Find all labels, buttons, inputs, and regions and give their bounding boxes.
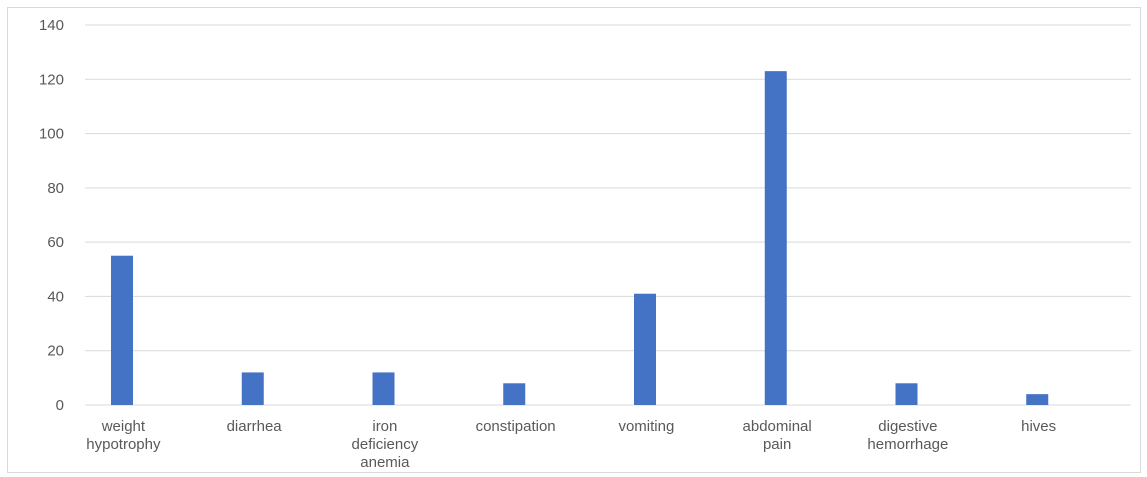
y-tick-label: 60 (47, 234, 64, 251)
y-tick-label: 120 (39, 71, 64, 88)
y-tick-label: 0 (56, 397, 64, 414)
y-tick-label: 40 (47, 288, 64, 305)
x-category-label: vomiting (618, 418, 674, 435)
bars (111, 71, 1049, 406)
x-axis: weight hypotrophy diarrhea iron deficiency an… (86, 418, 1056, 471)
bar (1026, 394, 1049, 405)
y-axis: 0 20 40 60 80 100 120 140 (39, 17, 64, 414)
x-category-label-line: weight (101, 418, 146, 435)
x-category-label: iron deficiency anemia (352, 418, 419, 471)
x-category-label: abdominal pain (743, 418, 812, 453)
y-tick-label: 80 (47, 180, 64, 197)
x-category-label-line: pain (763, 436, 791, 453)
bar (895, 383, 918, 405)
bar (241, 372, 264, 405)
y-tick-label: 100 (39, 126, 64, 143)
x-category-label-line: hives (1021, 418, 1056, 435)
x-category-label-line: constipation (476, 418, 556, 435)
y-tick-label: 20 (47, 343, 64, 360)
x-category-label-line: vomiting (618, 418, 674, 435)
x-category-label: digestive hemorrhage (867, 418, 948, 453)
x-category-label-line: abdominal (743, 418, 812, 435)
x-category-label: hives (1021, 418, 1056, 435)
bar (634, 293, 656, 405)
x-category-label-line: iron (372, 418, 397, 435)
bar (764, 71, 787, 406)
x-category-label: constipation (476, 418, 556, 435)
x-category-label-line: digestive (878, 418, 937, 435)
gridlines (85, 24, 1131, 406)
chart-frame (7, 7, 1141, 473)
x-category-label-line: hemorrhage (867, 436, 948, 453)
x-category-label: diarrhea (227, 418, 283, 435)
bar (372, 372, 395, 405)
x-category-label-line: hypotrophy (86, 436, 161, 453)
x-category-label-line: diarrhea (227, 418, 283, 435)
bar (111, 255, 133, 405)
y-tick-label: 140 (39, 17, 64, 34)
bar (503, 383, 526, 405)
x-category-label-line: anemia (360, 454, 410, 471)
x-category-label: weight hypotrophy (86, 418, 161, 453)
x-category-label-line: deficiency (352, 436, 419, 453)
